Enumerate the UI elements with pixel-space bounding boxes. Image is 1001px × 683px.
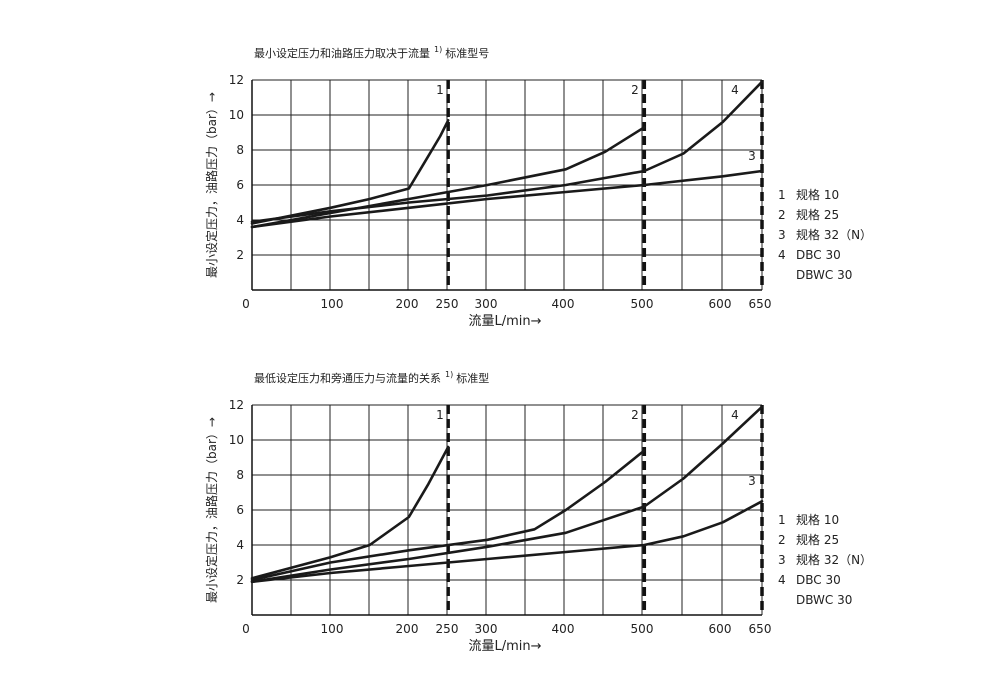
y-tick-label: 8: [236, 468, 244, 482]
series-line-3: [250, 500, 764, 584]
curve-label-3: 3: [748, 149, 756, 163]
series-line-1: [250, 445, 450, 580]
chart-title: 最低设定压力和旁通压力与流量的关系 1) 标准型: [254, 370, 490, 385]
y-tick-label: 4: [236, 213, 244, 227]
legend-number: 4: [778, 573, 786, 587]
y-tick-label: 6: [236, 178, 244, 192]
x-tick-label: 500: [631, 622, 654, 636]
legend-label: DBC 30: [796, 248, 841, 262]
y-tick-label: 10: [229, 433, 244, 447]
y-tick-label: 4: [236, 538, 244, 552]
series-line-2: [250, 449, 646, 582]
legend-number: 3: [778, 553, 786, 567]
legend-number: 2: [778, 208, 786, 222]
curve-label-3: 3: [748, 474, 756, 488]
series-line-2: [250, 126, 646, 229]
x-tick-label: 250: [436, 622, 459, 636]
x-axis-label: 流量L/min→: [468, 314, 541, 329]
series-line-4: [250, 405, 764, 584]
x-tick-label: 200: [396, 622, 419, 636]
legend-label: DBC 30: [796, 573, 841, 587]
x-tick-label: 0: [242, 297, 250, 311]
x-tick-label: 600: [709, 297, 732, 311]
chart-panel-top: 最小设定压力和油路压力取决于流量 1) 标准型号 1 2 3 4 0 100 200 250 300…: [0, 0, 1001, 330]
series-line-4: [250, 80, 764, 224]
y-axis-label: 最小设定压力，油路压力（bar）→: [204, 92, 219, 278]
curve-label-1: 1: [436, 408, 444, 422]
x-tick-label: 400: [552, 622, 575, 636]
legend-number: 4: [778, 248, 786, 262]
x-tick-label: 100: [321, 297, 344, 311]
legend-label: 规格 25: [796, 207, 839, 222]
y-tick-label: 10: [229, 108, 244, 122]
curve-label-1: 1: [436, 83, 444, 97]
chart-panel-bottom: 最低设定压力和旁通压力与流量的关系 1) 标准型 1 2 3 4 0 100 200 250 300…: [0, 325, 1001, 655]
chart-title: 最小设定压力和油路压力取决于流量 1) 标准型号: [254, 45, 490, 60]
legend-label: 规格 32（N）: [796, 552, 872, 567]
curve-label-4: 4: [731, 83, 739, 97]
legend-label: 规格 10: [796, 512, 839, 527]
legend-number: 1: [778, 513, 786, 527]
x-tick-label: 250: [436, 297, 459, 311]
y-tick-label: 6: [236, 503, 244, 517]
x-tick-label: 400: [552, 297, 575, 311]
y-tick-label: 2: [236, 248, 244, 262]
x-axis-label: 流量L/min→: [468, 639, 541, 654]
y-tick-label: 8: [236, 143, 244, 157]
x-tick-label: 200: [396, 297, 419, 311]
x-tick-label: 650: [749, 622, 772, 636]
x-tick-label: 300: [475, 297, 498, 311]
x-tick-label: 300: [475, 622, 498, 636]
curve-label-2: 2: [631, 83, 639, 97]
legend-label: 规格 25: [796, 532, 839, 547]
legend-label: 规格 32（N）: [796, 227, 872, 242]
series-line-1: [250, 119, 450, 225]
legend-label: DBWC 30: [796, 593, 852, 607]
y-axis-label: 最小设定压力，油路压力（bar）→: [204, 417, 219, 603]
curve-label-4: 4: [731, 408, 739, 422]
x-tick-label: 650: [749, 297, 772, 311]
x-tick-label: 600: [709, 622, 732, 636]
x-tick-label: 0: [242, 622, 250, 636]
legend-number: 2: [778, 533, 786, 547]
y-tick-label: 2: [236, 573, 244, 587]
legend-label: DBWC 30: [796, 268, 852, 282]
legend-number: 1: [778, 188, 786, 202]
y-tick-label: 12: [229, 73, 244, 87]
series-line-3: [250, 169, 764, 229]
legend-label: 规格 10: [796, 187, 839, 202]
curve-label-2: 2: [631, 408, 639, 422]
x-tick-label: 100: [321, 622, 344, 636]
y-tick-label: 12: [229, 398, 244, 412]
legend-number: 3: [778, 228, 786, 242]
x-tick-label: 500: [631, 297, 654, 311]
